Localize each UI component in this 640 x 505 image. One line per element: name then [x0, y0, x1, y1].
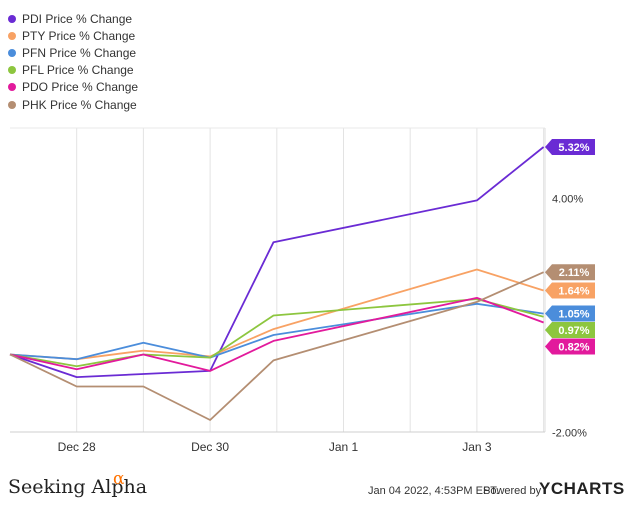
- legend-dot-icon: [8, 31, 16, 40]
- chart-footer: Seeking Alpha α Jan 04 2022, 4:53PM EST.…: [0, 469, 640, 505]
- legend-item[interactable]: PDI Price % Change: [8, 10, 138, 27]
- end-value-label: 2.11%: [559, 267, 590, 279]
- end-value-tag: [545, 305, 595, 322]
- legend-item[interactable]: PTY Price % Change: [8, 27, 138, 44]
- legend-dot-icon: [8, 100, 16, 109]
- legend-item[interactable]: PFL Price % Change: [8, 62, 138, 79]
- legend-label: PFN Price % Change: [22, 45, 137, 60]
- seeking-alpha-logo[interactable]: Seeking Alpha: [8, 476, 148, 498]
- ycharts-logo[interactable]: YCHARTS: [539, 479, 625, 498]
- alpha-symbol-icon: α: [113, 469, 125, 489]
- chart-legend: PDI Price % Change PTY Price % Change PFN …: [8, 10, 138, 113]
- y-tick-label: 4.00%: [552, 194, 583, 206]
- y-tick-label: -2.00%: [552, 428, 587, 440]
- legend-dot-icon: [8, 48, 16, 57]
- legend-item[interactable]: PHK Price % Change: [8, 96, 138, 113]
- end-value-tag: [545, 338, 595, 355]
- legend-label: PFL Price % Change: [22, 63, 134, 78]
- end-value-label: 0.97%: [558, 325, 589, 337]
- legend-dot-icon: [8, 66, 16, 75]
- legend-label: PDO Price % Change: [22, 80, 139, 95]
- legend-dot-icon: [8, 83, 16, 92]
- end-value-tag: [545, 139, 595, 156]
- x-tick-label: Dec 28: [58, 440, 96, 454]
- end-value-label: 1.64%: [558, 286, 589, 298]
- end-value-label: 5.32%: [558, 142, 589, 154]
- legend-dot-icon: [8, 14, 16, 23]
- legend-item[interactable]: PDO Price % Change: [8, 79, 138, 96]
- x-tick-label: Dec 30: [191, 440, 229, 454]
- chart-timestamp: Jan 04 2022, 4:53PM EST.: [368, 485, 499, 497]
- end-value-label: 1.05%: [558, 309, 589, 321]
- legend-label: PHK Price % Change: [22, 97, 137, 112]
- powered-by-label: Powered by: [483, 485, 542, 497]
- legend-item[interactable]: PFN Price % Change: [8, 44, 138, 61]
- legend-label: PTY Price % Change: [22, 28, 136, 43]
- series-line: [9, 298, 544, 368]
- legend-label: PDI Price % Change: [22, 11, 133, 26]
- x-tick-label: Jan 3: [462, 440, 492, 454]
- end-value-tag: [545, 282, 595, 299]
- x-tick-label: Jan 1: [329, 440, 359, 454]
- line-chart: Dec 28 Dec 30 Jan 1 Jan 3 4.00% -2.00% 5.32% 2.…: [9, 127, 595, 454]
- series-line: [9, 296, 544, 372]
- series-line: [9, 271, 544, 421]
- end-value-label: 0.82%: [558, 342, 589, 354]
- end-value-tag: [545, 322, 595, 339]
- end-value-tag: [545, 264, 595, 281]
